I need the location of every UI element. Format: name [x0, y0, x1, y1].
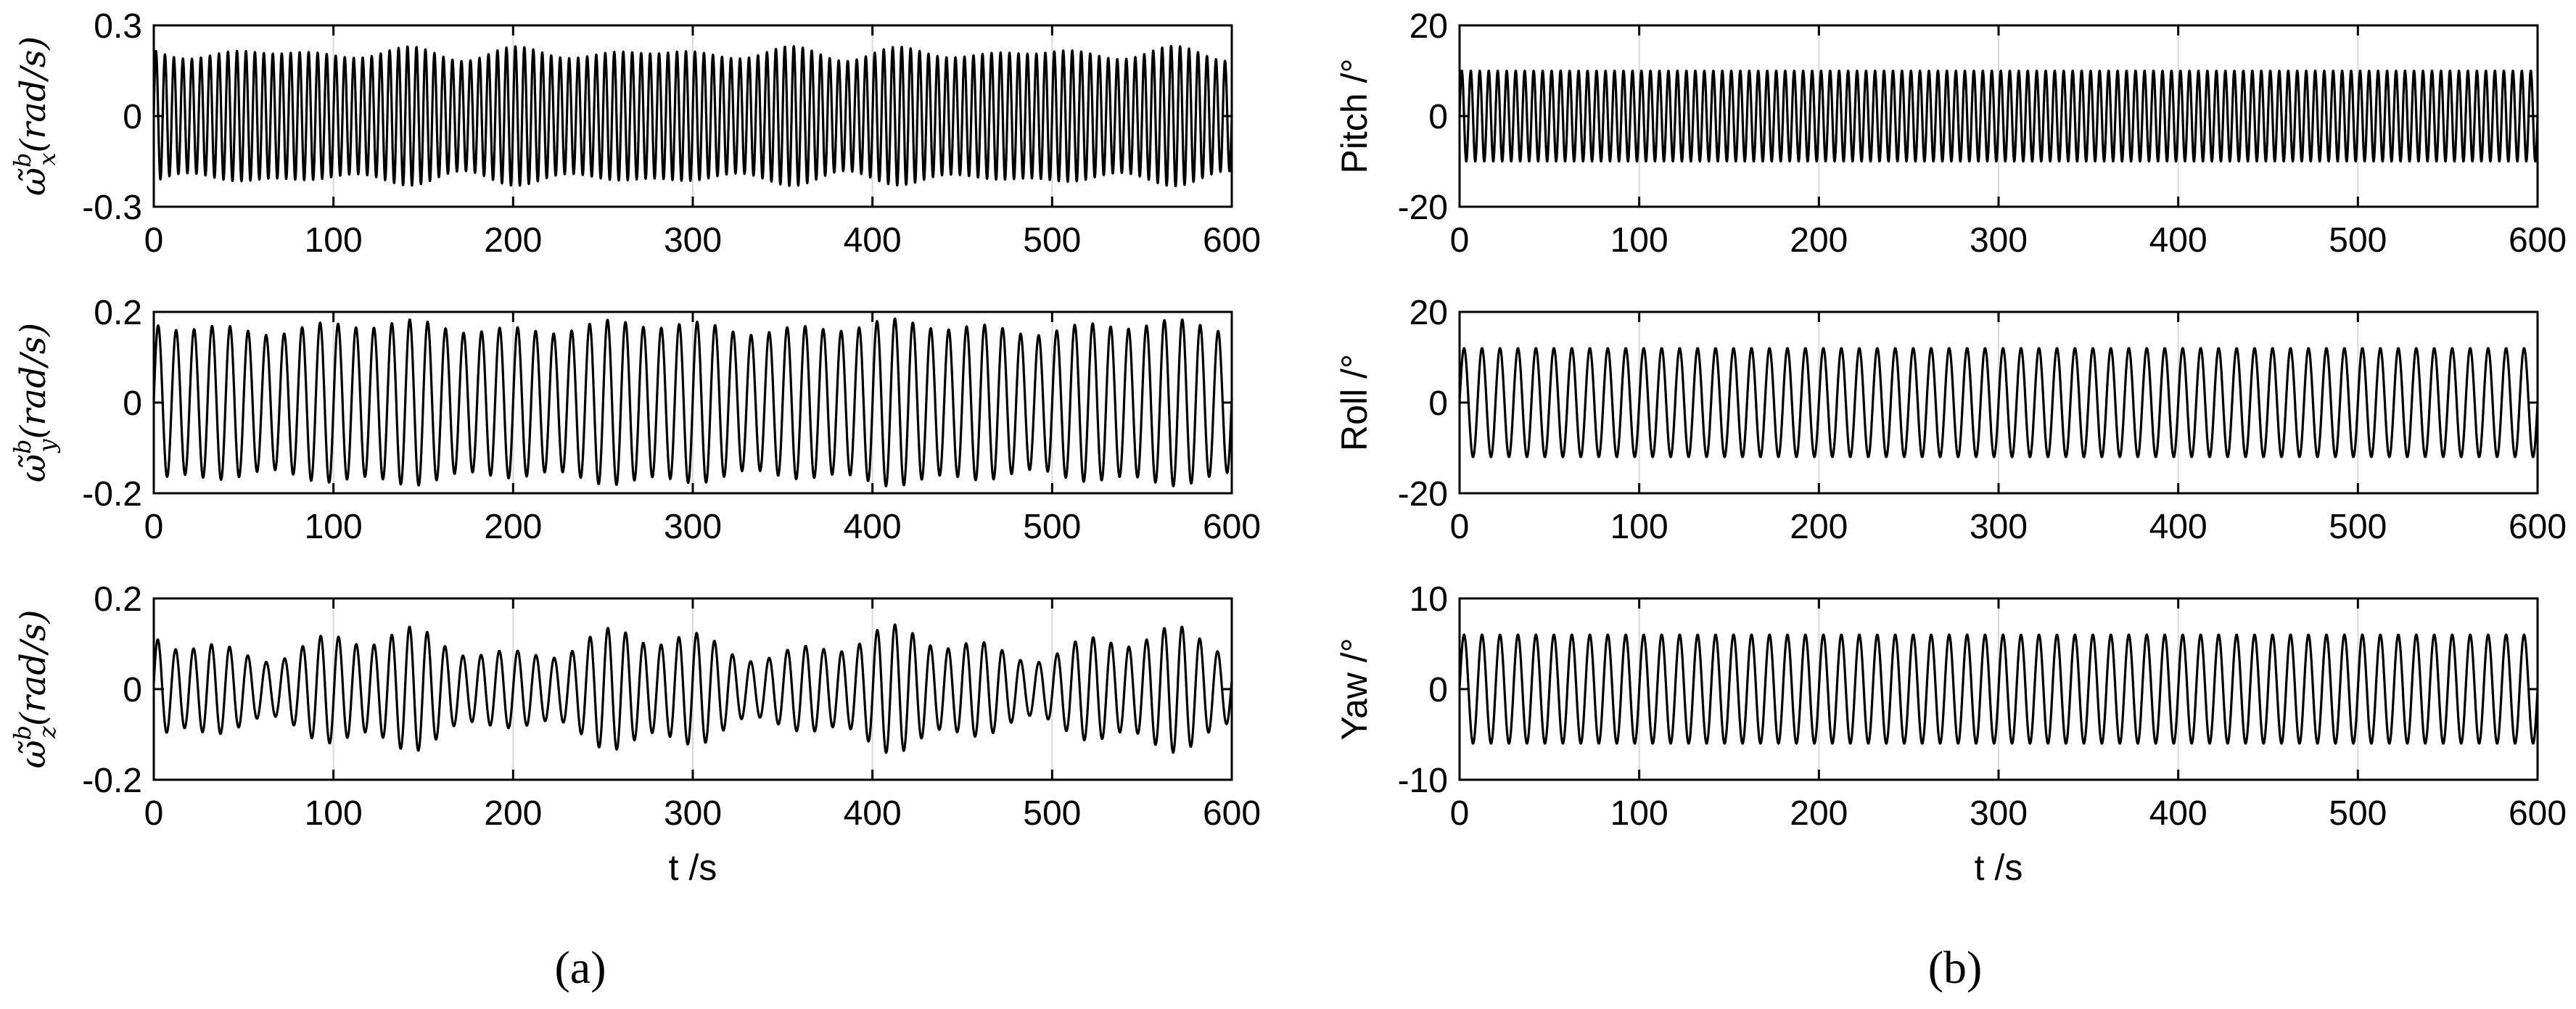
- y-tick-label: 20: [1410, 294, 1448, 332]
- y-tick-label: 0: [123, 98, 142, 136]
- x-tick-label: 400: [2149, 794, 2207, 833]
- y-axis-label: Roll /°: [1334, 354, 1375, 451]
- y-label-unit: (rad/s): [13, 36, 54, 153]
- caption-b: (b): [1928, 942, 1983, 993]
- y-axis-label: ω̃bx(rad/s): [9, 36, 61, 196]
- x-tick-label: 600: [2509, 508, 2567, 546]
- series-line: [152, 317, 1233, 487]
- y-label-unit: (rad/s): [13, 609, 54, 726]
- y-label-superscript: b: [9, 440, 36, 454]
- x-tick-label: 300: [1970, 221, 2028, 260]
- y-tick-label: 0: [1428, 671, 1448, 709]
- x-tick-label: 500: [2329, 508, 2387, 546]
- x-axis-label: t /s: [669, 847, 717, 888]
- x-tick-label: 200: [484, 794, 542, 833]
- x-tick-label: 400: [2149, 221, 2207, 260]
- caption-a: (a): [554, 942, 606, 993]
- x-tick-label: 400: [844, 794, 902, 833]
- y-tick-label: 10: [1410, 580, 1448, 619]
- y-tick-label: 20: [1410, 7, 1448, 46]
- x-tick-label: 100: [1610, 794, 1668, 833]
- x-tick-label: 500: [1023, 221, 1081, 260]
- y-tick-label: 0: [1428, 384, 1448, 423]
- y-axis-label: Pitch /°: [1334, 59, 1375, 174]
- y-axis-label: Yaw /°: [1334, 638, 1375, 740]
- x-tick-label: 200: [1790, 794, 1848, 833]
- x-tick-label: 300: [1970, 508, 2028, 546]
- y-tick-label: -20: [1398, 189, 1448, 227]
- x-tick-label: 400: [844, 508, 902, 546]
- y-tick-label: -20: [1398, 475, 1448, 514]
- x-tick-label: 500: [1023, 508, 1081, 546]
- x-tick-label: 200: [484, 221, 542, 260]
- y-label-symbol: ω̃: [13, 454, 54, 482]
- y-tick-label: 0.3: [94, 7, 142, 46]
- y-label-symbol: ω̃: [13, 740, 54, 768]
- subplot-2: 0 100 200 300 400 500 600-0.200.2ω̃by(rad/s): [9, 294, 1261, 546]
- y-label-subscript: x: [33, 152, 61, 165]
- y-label-subscript: z: [33, 725, 61, 739]
- y-tick-label: -0.2: [82, 762, 142, 800]
- y-tick-label: -0.3: [82, 189, 142, 227]
- x-tick-label: 100: [1610, 508, 1668, 546]
- subplots: 0 100 200 300 400 500 600-0.300.3ω̃bx(rad/s)0 1…: [9, 7, 2567, 888]
- x-tick-label: 600: [1203, 508, 1261, 546]
- x-tick-label: 200: [1790, 221, 1848, 260]
- y-label-superscript: b: [9, 152, 36, 167]
- x-tick-label: 500: [2329, 794, 2387, 833]
- x-tick-label: 100: [305, 508, 363, 546]
- x-tick-label: 600: [2509, 221, 2567, 260]
- x-tick-label: 300: [1970, 794, 2028, 833]
- y-tick-label: -10: [1398, 762, 1448, 800]
- subplot-1: 0 100 200 300 400 500 600-0.300.3ω̃bx(rad/s): [9, 7, 1261, 260]
- y-tick-label: 0.2: [94, 580, 142, 619]
- y-tick-label: 0: [1428, 98, 1448, 136]
- x-tick-label: 0: [144, 221, 164, 260]
- x-tick-label: 0: [1450, 221, 1470, 260]
- x-tick-label: 500: [1023, 794, 1081, 833]
- series-line: [1458, 70, 2539, 162]
- x-tick-label: 400: [2149, 508, 2207, 546]
- y-axis-label: ω̃bz(rad/s): [9, 609, 61, 768]
- x-tick-label: 0: [1450, 794, 1470, 833]
- y-label-unit: (rad/s): [13, 323, 54, 440]
- x-tick-label: 200: [484, 508, 542, 546]
- subplot-3: 0 100 200 300 400 500 600-0.200.2ω̃bz(rad/s)t …: [9, 580, 1261, 888]
- y-axis-label: ω̃by(rad/s): [9, 323, 61, 482]
- y-tick-label: -0.2: [82, 475, 142, 514]
- x-tick-label: 0: [1450, 508, 1470, 546]
- x-tick-label: 0: [144, 508, 164, 546]
- y-label-superscript: b: [9, 725, 36, 740]
- x-tick-label: 300: [664, 508, 722, 546]
- x-tick-label: 600: [1203, 221, 1261, 260]
- y-tick-label: 0: [123, 671, 142, 709]
- x-tick-label: 500: [2329, 221, 2387, 260]
- x-tick-label: 300: [664, 221, 722, 260]
- x-tick-label: 100: [305, 794, 363, 833]
- y-label-symbol: ω̃: [13, 168, 54, 196]
- x-tick-label: 400: [844, 221, 902, 260]
- series-line: [152, 623, 1233, 754]
- x-tick-label: 0: [144, 794, 164, 833]
- x-tick-label: 100: [1610, 221, 1668, 260]
- y-tick-label: 0.2: [94, 294, 142, 332]
- series-line: [1458, 347, 2539, 458]
- y-label-subscript: y: [33, 439, 61, 454]
- x-tick-label: 600: [2509, 794, 2567, 833]
- y-tick-label: 0: [123, 384, 142, 423]
- series-line: [152, 44, 1233, 188]
- x-tick-label: 200: [1790, 508, 1848, 546]
- x-axis-label: t /s: [1975, 847, 2023, 888]
- x-tick-label: 100: [305, 221, 363, 260]
- x-tick-label: 300: [664, 794, 722, 833]
- x-tick-label: 600: [1203, 794, 1261, 833]
- series-line: [1458, 633, 2539, 745]
